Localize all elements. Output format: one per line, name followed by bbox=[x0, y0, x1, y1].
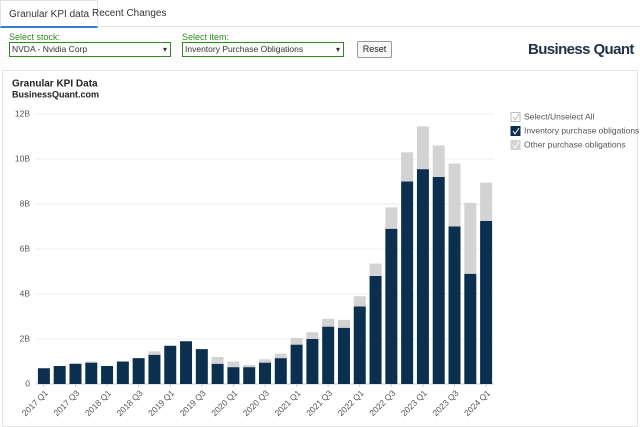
bar-segment bbox=[180, 341, 192, 384]
bar-segment bbox=[243, 367, 255, 384]
bar-segment bbox=[370, 276, 382, 384]
bar-segment bbox=[338, 328, 350, 384]
bar-segment bbox=[322, 319, 334, 327]
bar-segment bbox=[480, 183, 492, 221]
x-tick-label: 2019 Q3 bbox=[178, 388, 208, 418]
y-tick-label: 8B bbox=[20, 198, 31, 208]
bar-segment bbox=[417, 169, 429, 384]
bar-segment bbox=[338, 320, 350, 328]
x-tick-label: 2020 Q3 bbox=[241, 388, 271, 418]
bar-segment bbox=[449, 227, 461, 385]
y-tick-label: 6B bbox=[20, 243, 31, 253]
y-tick-label: 2B bbox=[20, 333, 31, 343]
x-tick-label: 2018 Q3 bbox=[115, 388, 145, 418]
y-tick-label: 0 bbox=[25, 378, 30, 388]
bar-segment bbox=[227, 367, 239, 384]
bar-segment bbox=[449, 164, 461, 227]
bar-segment bbox=[354, 306, 366, 384]
bar-segment bbox=[164, 346, 176, 384]
bar-segment bbox=[275, 354, 287, 359]
y-tick-label: 12B bbox=[15, 108, 30, 118]
legend-label[interactable]: Other purchase obligations bbox=[524, 139, 626, 149]
y-tick-label: 4B bbox=[20, 288, 31, 298]
legend-label[interactable]: Inventory purchase obligations bbox=[524, 125, 639, 135]
chart-subtitle: BusinessQuant.com bbox=[12, 89, 99, 99]
x-tick-label: 2020 Q1 bbox=[209, 388, 239, 418]
bar-segment bbox=[385, 229, 397, 384]
x-tick-label: 2017 Q1 bbox=[20, 388, 50, 418]
bar-segment bbox=[291, 338, 303, 345]
bar-segment bbox=[291, 345, 303, 384]
x-tick-label: 2024 Q1 bbox=[462, 388, 492, 418]
x-tick-label: 2019 Q1 bbox=[146, 388, 176, 418]
bar-segment bbox=[417, 126, 429, 169]
x-tick-label: 2022 Q1 bbox=[336, 388, 366, 418]
bar-segment bbox=[259, 359, 271, 362]
x-tick-label: 2021 Q1 bbox=[272, 388, 302, 418]
bar-segment bbox=[306, 339, 318, 384]
bar-segment bbox=[212, 364, 224, 384]
chart-title: Granular KPI Data bbox=[12, 79, 98, 90]
bar-segment bbox=[133, 358, 145, 384]
bar-segment bbox=[148, 355, 160, 384]
bar-segment bbox=[85, 363, 97, 384]
bar-segment bbox=[54, 366, 66, 384]
bar-segment bbox=[464, 203, 476, 274]
bar-segment bbox=[433, 146, 445, 178]
x-tick-label: 2023 Q3 bbox=[430, 388, 460, 418]
bar-segment bbox=[464, 274, 476, 384]
bar-segment bbox=[243, 365, 255, 367]
bar-segment bbox=[38, 368, 50, 384]
bar-segment bbox=[275, 358, 287, 384]
bar-segment bbox=[101, 366, 113, 384]
bar-segment bbox=[401, 182, 413, 385]
bar-segment bbox=[212, 357, 224, 364]
bar-segment bbox=[354, 296, 366, 306]
x-tick-label: 2017 Q3 bbox=[51, 388, 81, 418]
bar-segment bbox=[385, 207, 397, 228]
y-tick-label: 10B bbox=[15, 153, 30, 163]
x-tick-label: 2022 Q3 bbox=[367, 388, 397, 418]
legend-label[interactable]: Select/Unselect All bbox=[524, 111, 595, 121]
bar-segment bbox=[401, 152, 413, 181]
bar-segment bbox=[227, 362, 239, 368]
bar-segment bbox=[69, 364, 81, 384]
bar-segment bbox=[117, 362, 129, 385]
bar-segment bbox=[148, 351, 160, 354]
bar-segment bbox=[480, 221, 492, 384]
bar-segment bbox=[85, 362, 97, 363]
bar-segment bbox=[322, 327, 334, 384]
x-tick-label: 2018 Q1 bbox=[83, 388, 113, 418]
bar-segment bbox=[370, 264, 382, 276]
x-tick-label: 2021 Q3 bbox=[304, 388, 334, 418]
x-tick-label: 2023 Q1 bbox=[399, 388, 429, 418]
bar-segment bbox=[306, 332, 318, 339]
bar-segment bbox=[259, 363, 271, 384]
bar-segment bbox=[196, 349, 208, 384]
bar-segment bbox=[433, 177, 445, 384]
